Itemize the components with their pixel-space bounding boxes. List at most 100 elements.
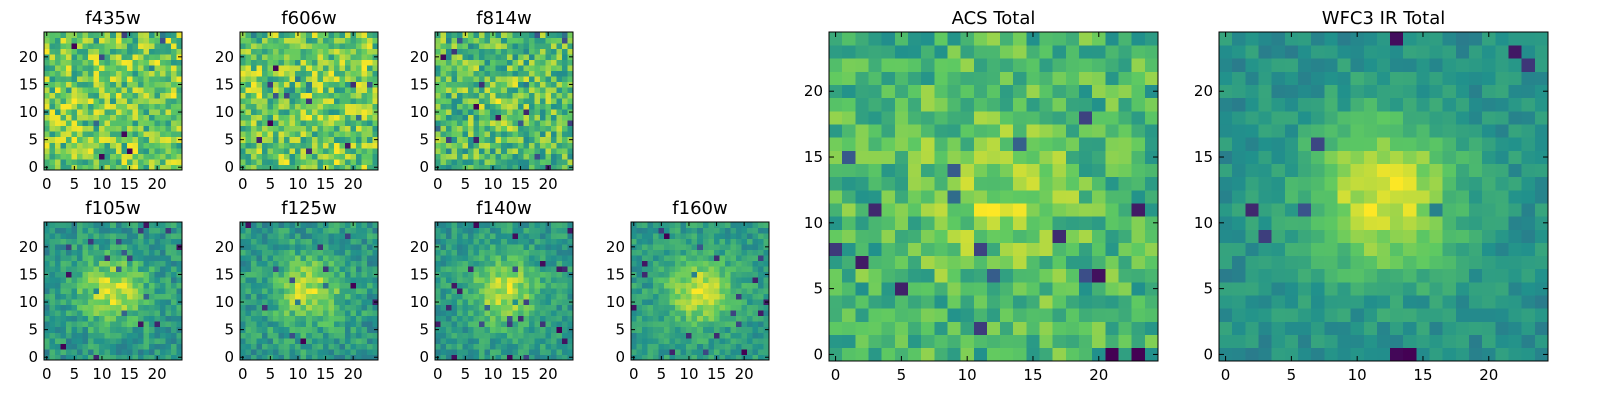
heatmap-cell	[960, 189, 975, 204]
heatmap-cell	[49, 125, 56, 132]
heatmap-cell	[479, 354, 486, 361]
heatmap-cell	[322, 238, 329, 245]
heatmap-cell	[245, 120, 252, 127]
heatmap-cell	[658, 348, 665, 355]
heatmap-cell	[523, 326, 530, 333]
heatmap-cell	[240, 227, 246, 234]
heatmap-cell	[361, 136, 368, 143]
heatmap-cell	[262, 120, 268, 127]
heatmap-cell	[545, 332, 552, 339]
heatmap-cell	[495, 54, 502, 60]
heatmap-cell	[251, 337, 257, 344]
heatmap-cell	[278, 164, 285, 171]
heatmap-cell	[921, 229, 935, 243]
heatmap-cell	[868, 282, 882, 296]
heatmap-cell	[333, 48, 340, 55]
heatmap-cell	[333, 348, 340, 355]
heatmap-cell	[262, 282, 268, 289]
heatmap-cell	[440, 299, 447, 306]
heatmap-cell	[697, 282, 704, 289]
heatmap-cell	[256, 153, 263, 160]
heatmap-cell	[267, 244, 274, 250]
heatmap-cell	[691, 326, 698, 333]
heatmap-cell	[60, 158, 67, 165]
heatmap-cell	[719, 299, 726, 306]
heatmap-cell	[132, 125, 139, 132]
heatmap-cell	[289, 120, 296, 127]
heatmap-cell	[523, 103, 530, 110]
heatmap-cell	[143, 114, 150, 121]
heatmap-cell	[137, 164, 144, 171]
heatmap-cell	[256, 147, 263, 154]
heatmap-cell	[495, 103, 502, 110]
heatmap-cell	[550, 125, 557, 132]
heatmap-cell	[328, 153, 335, 160]
heatmap-cell	[273, 70, 279, 77]
heatmap-cell	[311, 92, 318, 99]
heatmap-cell	[702, 315, 709, 322]
heatmap-cell	[539, 332, 546, 339]
heatmap-cell	[278, 288, 285, 295]
heatmap-cell	[1092, 295, 1106, 309]
heatmap-cell	[653, 266, 659, 273]
heatmap-cell	[159, 304, 166, 311]
heatmap-cell	[44, 343, 50, 350]
heatmap-cell	[350, 343, 357, 350]
heatmap-cell	[339, 109, 346, 116]
heatmap-cell	[126, 136, 133, 143]
heatmap-cell	[550, 266, 557, 273]
heatmap-cell	[66, 103, 72, 110]
y-tick-label: 20	[410, 48, 429, 66]
heatmap-cell	[311, 354, 318, 361]
heatmap-cell	[372, 288, 379, 295]
heatmap-cell	[372, 321, 379, 328]
heatmap-cell	[99, 244, 106, 250]
heatmap-cell	[686, 282, 693, 289]
heatmap-cell	[528, 98, 535, 105]
heatmap-cell	[328, 326, 335, 333]
heatmap-cell	[435, 260, 441, 267]
heatmap-cell	[328, 271, 335, 278]
heatmap-cell	[278, 48, 285, 55]
heatmap-cell	[440, 48, 447, 55]
heatmap-cell	[528, 337, 535, 344]
heatmap-cell	[159, 70, 166, 77]
heatmap-cell	[176, 158, 183, 165]
heatmap-cell	[110, 54, 117, 60]
heatmap-cell	[973, 229, 988, 243]
heatmap-cell	[680, 233, 687, 239]
heatmap-cell	[165, 92, 172, 99]
heatmap-cell	[44, 65, 50, 71]
heatmap-cell	[512, 222, 519, 228]
heatmap-cell	[506, 304, 513, 311]
heatmap-cell	[289, 103, 296, 110]
heatmap-cell	[658, 343, 665, 350]
heatmap-cell	[93, 158, 100, 165]
heatmap-cell	[295, 266, 302, 273]
heatmap-cell	[311, 332, 318, 339]
heatmap-cell	[440, 271, 447, 278]
heatmap-cell	[148, 32, 155, 38]
heatmap-cell	[132, 332, 139, 339]
heatmap-cell	[457, 354, 463, 361]
heatmap-cell	[256, 332, 263, 339]
heatmap-cell	[735, 321, 742, 328]
heatmap-cell	[451, 81, 458, 88]
heatmap-cell	[245, 233, 252, 239]
heatmap-cell	[528, 153, 535, 160]
heatmap-cell	[126, 260, 133, 267]
heatmap-cell	[894, 321, 909, 336]
heatmap-cell	[457, 142, 463, 149]
heatmap-cell	[702, 233, 709, 239]
heatmap-cell	[289, 326, 296, 333]
heatmap-cell	[528, 81, 535, 88]
heatmap-cell	[446, 65, 452, 71]
heatmap-cell	[1079, 242, 1093, 257]
heatmap-cell	[934, 163, 948, 178]
heatmap-cell	[523, 65, 530, 71]
heatmap-cell	[311, 131, 318, 138]
heatmap-cell	[284, 125, 291, 132]
heatmap-cell	[446, 315, 452, 322]
heatmap-cell	[99, 260, 106, 267]
heatmap-cell	[240, 120, 246, 127]
